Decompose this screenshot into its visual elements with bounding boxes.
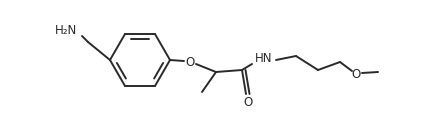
- Text: O: O: [243, 96, 252, 109]
- Text: O: O: [352, 67, 360, 81]
- Text: HN: HN: [255, 51, 273, 65]
- Text: H₂N: H₂N: [55, 24, 77, 36]
- Text: O: O: [186, 55, 194, 69]
